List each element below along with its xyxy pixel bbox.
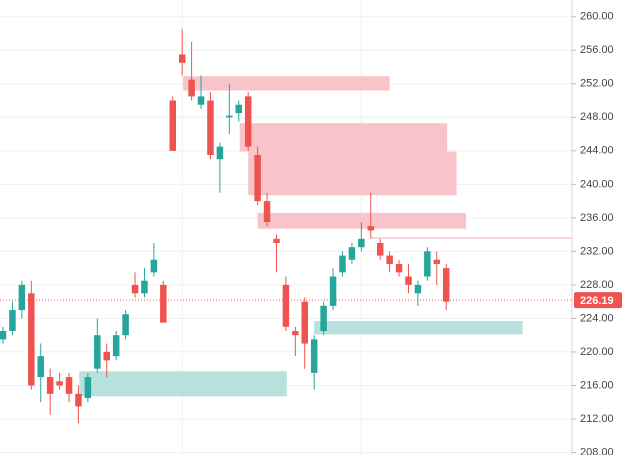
candle-body — [282, 284, 290, 327]
y-tick-label: 260.00 — [580, 11, 614, 23]
candle-body — [386, 255, 393, 264]
candle-body — [169, 100, 177, 151]
candle-body — [395, 263, 403, 273]
candle-body — [358, 238, 365, 248]
y-tick-label: 208.00 — [580, 446, 614, 455]
y-tick-label: 212.00 — [580, 413, 614, 425]
y-tick-label: 244.00 — [580, 145, 614, 157]
candle-body — [348, 247, 356, 260]
candle-body — [0, 330, 7, 340]
candle-body — [150, 259, 158, 273]
candle-body — [141, 280, 148, 294]
zone — [239, 123, 448, 152]
last-price-box — [574, 292, 622, 309]
candle-body — [226, 115, 233, 118]
candle-body — [28, 293, 35, 386]
candle-body — [122, 314, 129, 336]
y-tick-label: 240.00 — [580, 178, 614, 190]
candle-body — [263, 201, 271, 223]
zone — [79, 371, 287, 397]
candle-body — [188, 79, 195, 97]
candle-body — [9, 310, 16, 331]
last-price-label: 226.19 — [580, 295, 614, 307]
zone — [314, 320, 523, 335]
candle-body — [103, 351, 110, 361]
zone — [248, 151, 457, 196]
candle-body — [414, 284, 422, 294]
zone — [257, 212, 467, 229]
candle-body — [367, 226, 375, 231]
candle-body — [433, 259, 441, 264]
candle-body — [301, 301, 309, 344]
y-tick-label: 256.00 — [580, 44, 614, 56]
y-tick-label: 228.00 — [580, 279, 614, 291]
candle-body — [207, 100, 214, 156]
y-tick-label: 248.00 — [580, 111, 614, 123]
candle-body — [18, 284, 26, 311]
candle-body — [244, 96, 252, 147]
candle-body — [424, 251, 431, 277]
candle-body — [160, 284, 167, 323]
candle-body — [131, 284, 139, 294]
candle-body — [442, 268, 450, 302]
candle-body — [75, 393, 82, 407]
candle-body — [310, 339, 318, 373]
candle-body — [273, 238, 280, 244]
candle-body — [112, 335, 120, 357]
candle-body — [254, 155, 261, 202]
y-tick-label: 224.00 — [580, 312, 614, 324]
candle-body — [235, 104, 243, 114]
candle-body — [197, 96, 205, 105]
y-tick-label: 232.00 — [580, 245, 614, 257]
candle-body — [65, 377, 73, 394]
y-tick-label: 236.00 — [580, 212, 614, 224]
y-tick-label: 216.00 — [580, 379, 614, 391]
candle-body — [94, 335, 101, 369]
candle-body — [339, 255, 346, 273]
candle-body — [405, 276, 412, 285]
candle-body — [292, 330, 299, 336]
candle-body — [56, 381, 63, 386]
candle-body — [329, 276, 337, 306]
y-tick-label: 220.00 — [580, 346, 614, 358]
candle-body — [46, 377, 54, 394]
candle-body — [376, 243, 384, 256]
y-tick-label: 252.00 — [580, 78, 614, 90]
candle-body — [320, 305, 327, 331]
zone — [183, 76, 390, 91]
candle-body — [84, 377, 92, 399]
candle-body — [216, 146, 224, 160]
candle-body — [178, 54, 186, 63]
candle-body — [37, 356, 44, 378]
